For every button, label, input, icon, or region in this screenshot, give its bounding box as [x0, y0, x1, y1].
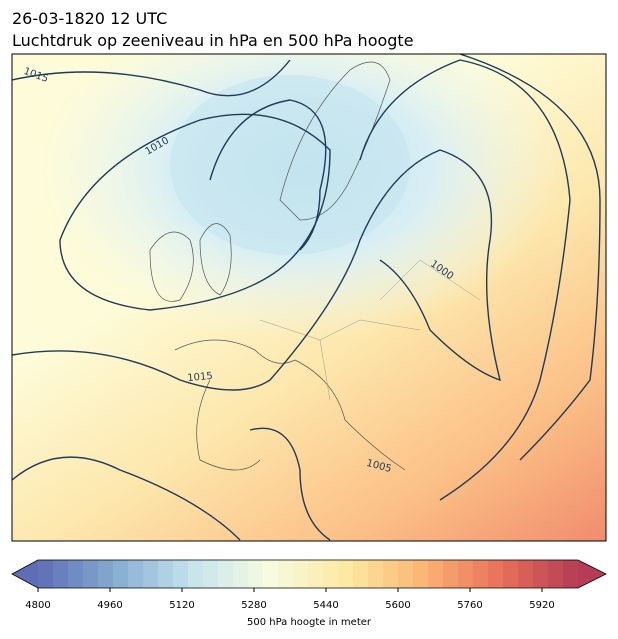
- colorbar-segment: [248, 560, 264, 588]
- colorbar-segment: [38, 560, 54, 588]
- colorbar-segment: [278, 560, 294, 588]
- colorbar-tick-label: 5120: [169, 600, 194, 611]
- colorbar-tick-label: 5600: [385, 600, 410, 611]
- colorbar-segment: [368, 560, 384, 588]
- colorbar-segment: [383, 560, 399, 588]
- colorbar: 4800 4960 5120 5280 5440 5600 5760 5920: [11, 559, 607, 611]
- colorbar-extend-low: [12, 560, 38, 588]
- colorbar-segment: [503, 560, 519, 588]
- colorbar-outline: [11, 559, 607, 589]
- colorbar-tick-label: 5760: [457, 600, 482, 611]
- colorbar-tick-label: 5440: [313, 600, 338, 611]
- colorbar-label: 500 hPa hoogte in meter: [247, 617, 372, 628]
- colorbar-segment: [98, 560, 114, 588]
- colorbar-extend-high: [578, 560, 606, 588]
- colorbar-segment: [293, 560, 309, 588]
- colorbar-tick-label: 4800: [25, 600, 50, 611]
- colorbar-segment: [473, 560, 489, 588]
- colorbar-tick-label: 5280: [241, 600, 266, 611]
- colorbar-segment: [458, 560, 474, 588]
- colorbar-segment: [188, 560, 204, 588]
- colorbar-segment: [563, 560, 579, 588]
- colorbar-segment: [158, 560, 174, 588]
- colorbar-segment: [143, 560, 159, 588]
- colorbar-segment: [173, 560, 189, 588]
- colorbar-segment: [83, 560, 99, 588]
- colorbar-segment: [308, 560, 324, 588]
- colorbar-segment: [203, 560, 219, 588]
- map-area: [12, 54, 606, 541]
- colorbar-segment: [488, 560, 504, 588]
- map-date: 26-03-1820 12 UTC: [12, 9, 167, 28]
- isobar-label: 1015: [187, 371, 213, 384]
- colorbar-segment: [128, 560, 144, 588]
- colorbar-segment: [233, 560, 249, 588]
- map-frame: [11, 53, 607, 542]
- colorbar-segment: [353, 560, 369, 588]
- colorbar-segment: [428, 560, 444, 588]
- colorbar-segment: [518, 560, 534, 588]
- colorbar-tick-label: 4960: [97, 600, 122, 611]
- map-title: Luchtdruk op zeeniveau in hPa en 500 hPa…: [12, 31, 414, 50]
- colorbar-segment: [68, 560, 84, 588]
- colorbar-segment: [398, 560, 414, 588]
- colorbar-segment: [323, 560, 339, 588]
- colorbar-segment: [218, 560, 234, 588]
- colorbar-segment: [443, 560, 459, 588]
- colorbar-segment: [413, 560, 429, 588]
- colorbar-segment: [338, 560, 354, 588]
- colorbar-segment: [113, 560, 129, 588]
- colorbar-segment: [548, 560, 564, 588]
- colorbar-tick-label: 5920: [529, 600, 554, 611]
- colorbar-segment: [263, 560, 279, 588]
- colorbar-segment: [533, 560, 549, 588]
- colorbar-segment: [53, 560, 69, 588]
